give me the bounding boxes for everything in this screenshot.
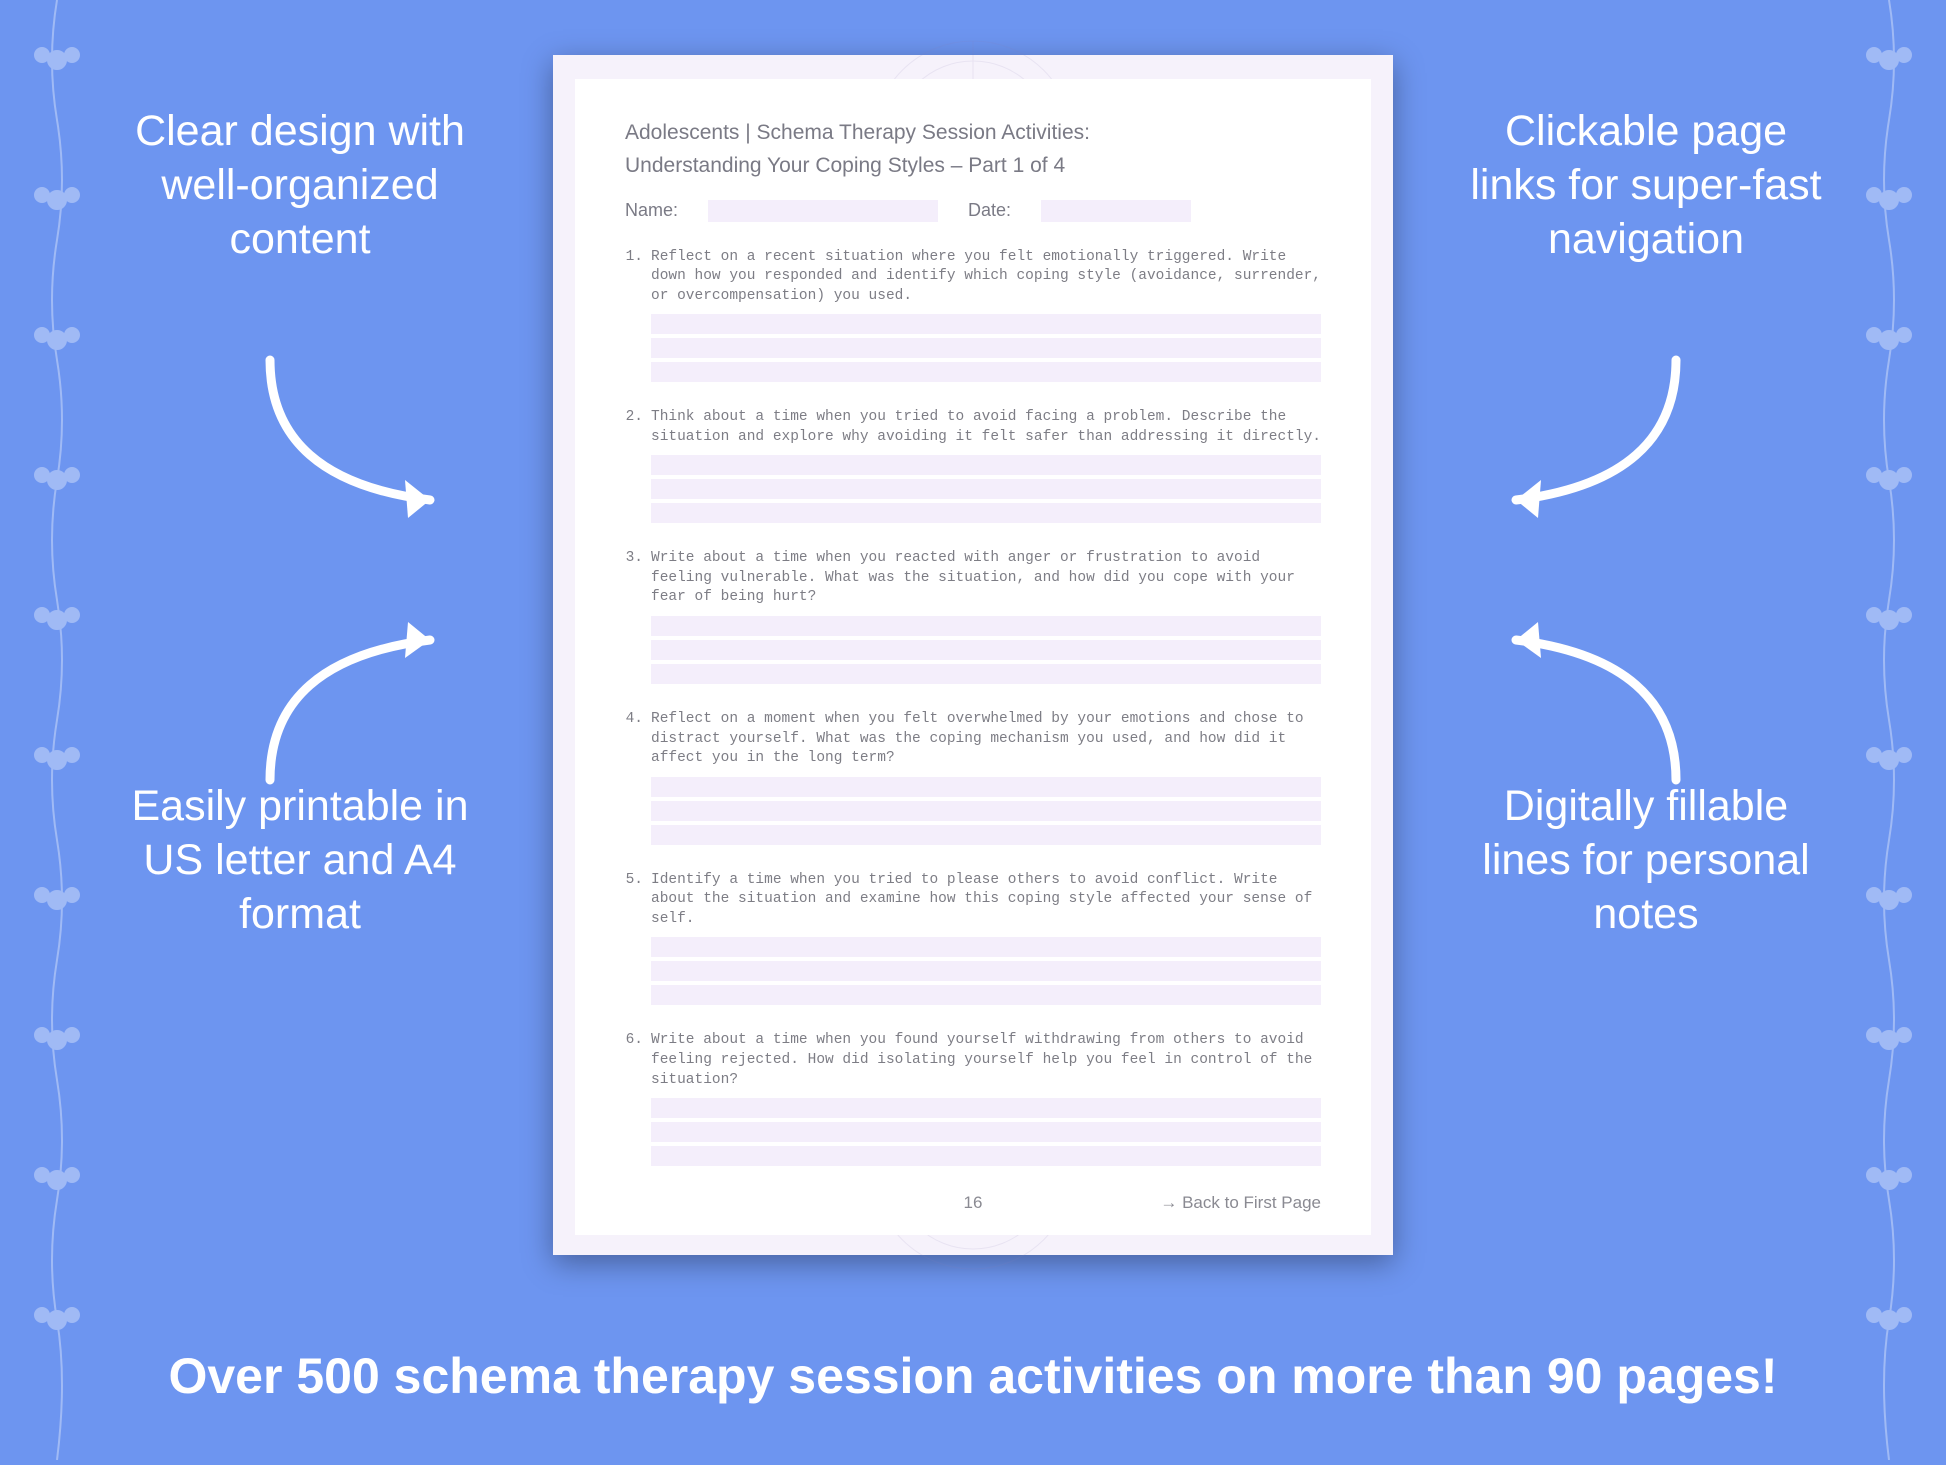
name-label: Name: (625, 200, 678, 221)
callout-bottom-left: Easily printable in US letter and A4 for… (120, 780, 480, 941)
answer-line[interactable] (651, 338, 1321, 358)
question-item: 5.Identify a time when you tried to plea… (625, 871, 1321, 1006)
question-number: 4. (625, 710, 643, 769)
question-number: 5. (625, 871, 643, 930)
answer-lines (651, 1098, 1321, 1166)
question-number: 1. (625, 248, 643, 307)
question-item: 4.Reflect on a moment when you felt over… (625, 710, 1321, 845)
question-number: 3. (625, 549, 643, 608)
answer-line[interactable] (651, 362, 1321, 382)
answer-line[interactable] (651, 664, 1321, 684)
worksheet-page: Adolescents | Schema Therapy Session Act… (553, 55, 1393, 1255)
answer-line[interactable] (651, 479, 1321, 499)
question-item: 6.Write about a time when you found your… (625, 1031, 1321, 1166)
answer-line[interactable] (651, 937, 1321, 957)
arrow-bottom-right-icon (1456, 600, 1716, 800)
question-text: Identify a time when you tried to please… (651, 871, 1321, 930)
bottom-banner: Over 500 schema therapy session activiti… (0, 1347, 1946, 1405)
callout-bottom-right: Digitally fillable lines for personal no… (1466, 780, 1826, 941)
worksheet-inner: Adolescents | Schema Therapy Session Act… (575, 79, 1371, 1235)
callout-top-right: Clickable page links for super-fast navi… (1466, 105, 1826, 266)
question-item: 3.Write about a time when you reacted wi… (625, 549, 1321, 684)
floral-border-left (12, 0, 102, 1460)
date-label: Date: (968, 200, 1011, 221)
answer-line[interactable] (651, 1146, 1321, 1166)
name-date-row: Name: Date: (625, 200, 1321, 222)
question-list: 1.Reflect on a recent situation where yo… (625, 248, 1321, 1167)
question-text: Think about a time when you tried to avo… (651, 408, 1321, 447)
answer-line[interactable] (651, 985, 1321, 1005)
question-number: 2. (625, 408, 643, 447)
answer-line[interactable] (651, 640, 1321, 660)
answer-line[interactable] (651, 1098, 1321, 1118)
date-field[interactable] (1041, 200, 1191, 222)
question-text: Reflect on a recent situation where you … (651, 248, 1321, 307)
question-text: Write about a time when you found yourse… (651, 1031, 1321, 1090)
worksheet-header-line2: Understanding Your Coping Styles – Part … (625, 154, 1321, 178)
answer-lines (651, 937, 1321, 1005)
answer-line[interactable] (651, 777, 1321, 797)
answer-line[interactable] (651, 825, 1321, 845)
arrow-top-right-icon (1456, 340, 1716, 540)
answer-line[interactable] (651, 961, 1321, 981)
answer-line[interactable] (651, 455, 1321, 475)
answer-lines (651, 314, 1321, 382)
answer-lines (651, 455, 1321, 523)
answer-line[interactable] (651, 801, 1321, 821)
question-text: Write about a time when you reacted with… (651, 549, 1321, 608)
name-field[interactable] (708, 200, 938, 222)
answer-line[interactable] (651, 503, 1321, 523)
arrow-bottom-left-icon (230, 600, 490, 800)
answer-line[interactable] (651, 616, 1321, 636)
question-item: 1.Reflect on a recent situation where yo… (625, 248, 1321, 383)
worksheet-header-line1: Adolescents | Schema Therapy Session Act… (625, 117, 1321, 150)
page-number: 16 (964, 1193, 983, 1213)
page-footer: 16 → Back to First Page (625, 1193, 1321, 1213)
answer-line[interactable] (651, 1122, 1321, 1142)
question-number: 6. (625, 1031, 643, 1090)
answer-line[interactable] (651, 314, 1321, 334)
callout-top-left: Clear design with well-organized content (120, 105, 480, 266)
arrow-top-left-icon (230, 340, 490, 540)
question-item: 2.Think about a time when you tried to a… (625, 408, 1321, 523)
answer-lines (651, 616, 1321, 684)
floral-border-right (1844, 0, 1934, 1460)
answer-lines (651, 777, 1321, 845)
back-to-first-page-link[interactable]: → Back to First Page (1160, 1193, 1321, 1213)
question-text: Reflect on a moment when you felt overwh… (651, 710, 1321, 769)
